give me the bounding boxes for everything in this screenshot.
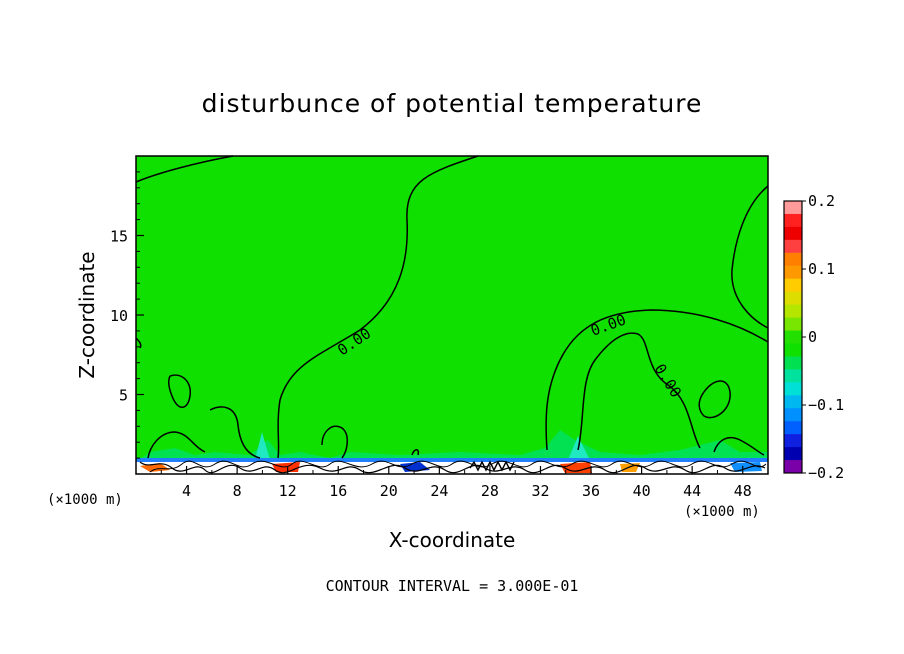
y-tick-label: 15 (110, 228, 128, 246)
y-axis-label: Z-coordinate (75, 251, 99, 378)
colorbar-tick-label: −0.1 (808, 396, 844, 414)
contour-line (731, 185, 769, 329)
y-tick-label: 10 (110, 307, 128, 325)
colorbar-swatch (784, 447, 802, 461)
colorbar-swatch (784, 278, 802, 293)
contour-line (277, 155, 479, 459)
surface-blue-band (136, 458, 768, 462)
contour-line (209, 406, 261, 459)
colorbar-swatch (784, 408, 802, 422)
chart-title: disturbunce of potential temperature (202, 89, 703, 118)
contour-line (411, 449, 420, 456)
colorbar (783, 200, 803, 474)
colorbar-swatch (784, 330, 802, 344)
surface-cold-spot (730, 462, 762, 472)
x-tick-label: 32 (531, 482, 549, 500)
contour-line (135, 155, 234, 183)
x-tick-label: 20 (380, 482, 398, 500)
colorbar-swatch (784, 291, 802, 306)
x-tick-label: 44 (683, 482, 701, 500)
colorbar-swatch (784, 434, 802, 448)
contour-line (321, 425, 348, 459)
colorbar-swatch (784, 421, 802, 435)
surface-layer (136, 458, 768, 474)
x-axis-label: X-coordinate (389, 528, 516, 552)
x-unit-label: (×1000 m) (47, 492, 123, 508)
colorbar-swatch (784, 304, 802, 319)
contour-line (167, 374, 191, 408)
colorbar-swatch (784, 369, 802, 383)
colorbar-swatch (784, 460, 802, 474)
contour-lines (135, 155, 769, 459)
colorbar-swatch (784, 395, 802, 409)
contour-line (147, 431, 206, 459)
surface-contours (149, 460, 767, 473)
x-unit-label-right: (×1000 m) (684, 504, 760, 520)
x-axis: 4 8 12 16 20 24 28 32 36 40 44 48 (160, 466, 752, 500)
colorbar-swatch (784, 317, 802, 332)
colorbar-swatch (784, 226, 802, 241)
y-axis: 5 10 15 (110, 171, 144, 459)
colorbar-swatch (784, 265, 802, 280)
x-tick-label: 24 (430, 482, 448, 500)
colorbar-ticks: 0.2 0.1 0 −0.1 −0.2 (802, 192, 844, 482)
y-tick-label: 5 (119, 387, 128, 405)
contour-line (135, 337, 142, 349)
colorbar-swatch (784, 343, 802, 357)
surface-contours (469, 460, 515, 472)
colorbar-swatch (784, 356, 802, 370)
colorbar-swatch (784, 201, 802, 215)
contour-line (698, 380, 731, 419)
x-tick-label: 4 (182, 482, 191, 500)
x-tick-label: 16 (329, 482, 347, 500)
cyan-patch (255, 432, 270, 460)
cool-region (136, 430, 768, 462)
colorbar-swatch (784, 382, 802, 396)
surface-contours (139, 461, 766, 474)
colorbar-tick-label: −0.2 (808, 464, 844, 482)
contour-line (545, 309, 769, 451)
contour-line (577, 332, 701, 451)
colorbar-tick-label: 0.2 (808, 192, 835, 210)
colorbar-tick-label: 0 (808, 328, 817, 346)
contour-interval-label: CONTOUR INTERVAL = 3.000E-01 (326, 577, 579, 595)
colorbar-swatch (784, 213, 802, 228)
contour-line (713, 436, 765, 456)
colorbar-swatch (784, 252, 802, 267)
field-background (136, 156, 768, 474)
x-tick-label: 36 (582, 482, 600, 500)
x-tick-label: 28 (481, 482, 499, 500)
x-tick-label: 12 (279, 482, 297, 500)
x-tick-label: 48 (734, 482, 752, 500)
x-tick-label: 8 (233, 482, 242, 500)
x-tick-label: 40 (633, 482, 651, 500)
plot-area: 0.00 0.00 0.00 (135, 155, 769, 475)
colorbar-tick-label: 0.1 (808, 260, 835, 278)
colorbar-swatch (784, 239, 802, 254)
